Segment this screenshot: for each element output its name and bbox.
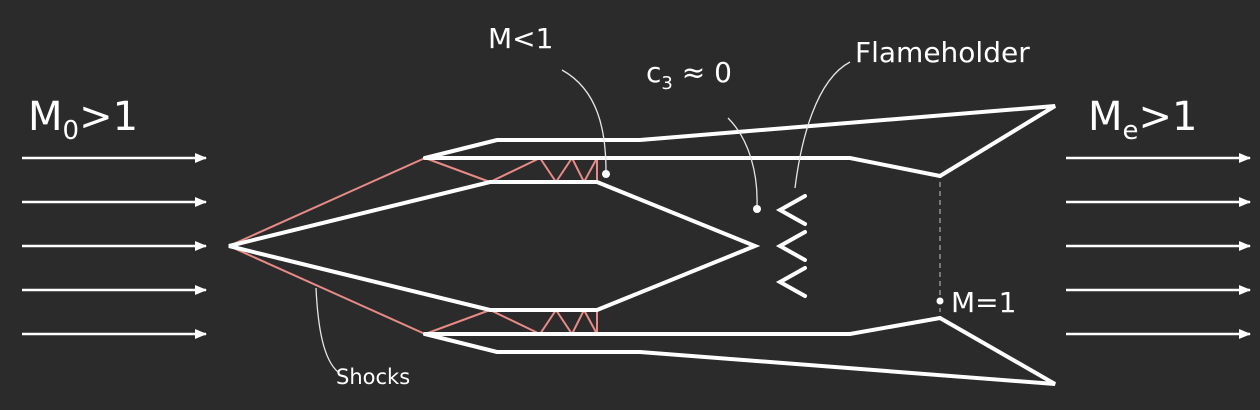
flameholder-label: Flameholder [855,36,1030,69]
flameholder-chevron [775,230,807,262]
flameholder-leader [794,61,851,189]
velocity-base: c [646,56,661,89]
exit-mach-value: >1 [1139,94,1198,140]
upper-oblique-shock [228,157,426,247]
velocity-value: ≈ 0 [673,56,732,89]
inlet-flow-arrows [22,153,207,339]
velocity-subscript: 3 [661,73,672,94]
shock-waves [228,156,598,336]
inlet-mach-base: M [28,94,63,140]
subsonic-leader [561,69,607,173]
engine-body [228,104,1057,386]
lower-inner-wall [423,316,942,336]
inlet-mach-subscript: 0 [63,116,80,146]
exit-flow-arrows [1066,153,1251,339]
lower-outer-cowl [423,316,1056,386]
exit-mach-label: Me>1 [1088,94,1197,146]
velocity-leader [727,117,758,207]
flameholder-chevron [775,266,807,298]
shocks-label: Shocks [336,365,410,389]
center-body [228,180,761,312]
velocity-point [753,205,761,213]
upper-shock-train [424,156,598,185]
flameholder-group [775,194,807,298]
lower-oblique-shock [228,245,426,335]
flameholder-chevron [775,194,807,226]
throat-label: M=1 [951,286,1016,319]
inlet-mach-value: >1 [79,94,138,140]
upper-inner-wall [423,156,942,178]
throat-point [936,297,944,305]
leaders [315,61,944,373]
lower-shock-train [424,307,598,336]
upper-outer-cowl [423,104,1057,178]
exit-mach-base: M [1088,94,1123,140]
velocity-label: c3 ≈ 0 [646,56,732,94]
subsonic-point [602,170,610,178]
shocks-leader [315,287,339,373]
subsonic-label: M<1 [488,22,553,55]
inlet-mach-label: M0>1 [28,94,138,146]
exit-mach-subscript: e [1123,116,1139,146]
